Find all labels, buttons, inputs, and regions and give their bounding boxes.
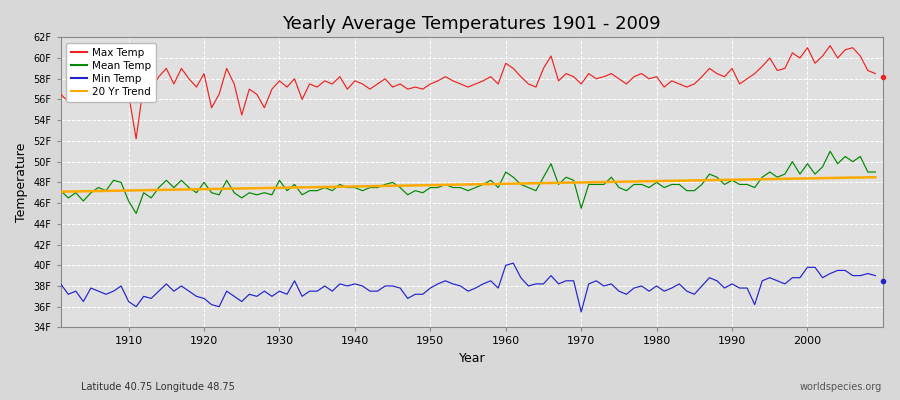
Title: Yearly Average Temperatures 1901 - 2009: Yearly Average Temperatures 1901 - 2009 xyxy=(283,15,662,33)
Text: worldspecies.org: worldspecies.org xyxy=(800,382,882,392)
Y-axis label: Temperature: Temperature xyxy=(15,143,28,222)
X-axis label: Year: Year xyxy=(458,352,485,365)
Text: Latitude 40.75 Longitude 48.75: Latitude 40.75 Longitude 48.75 xyxy=(81,382,235,392)
Legend: Max Temp, Mean Temp, Min Temp, 20 Yr Trend: Max Temp, Mean Temp, Min Temp, 20 Yr Tre… xyxy=(66,42,157,102)
